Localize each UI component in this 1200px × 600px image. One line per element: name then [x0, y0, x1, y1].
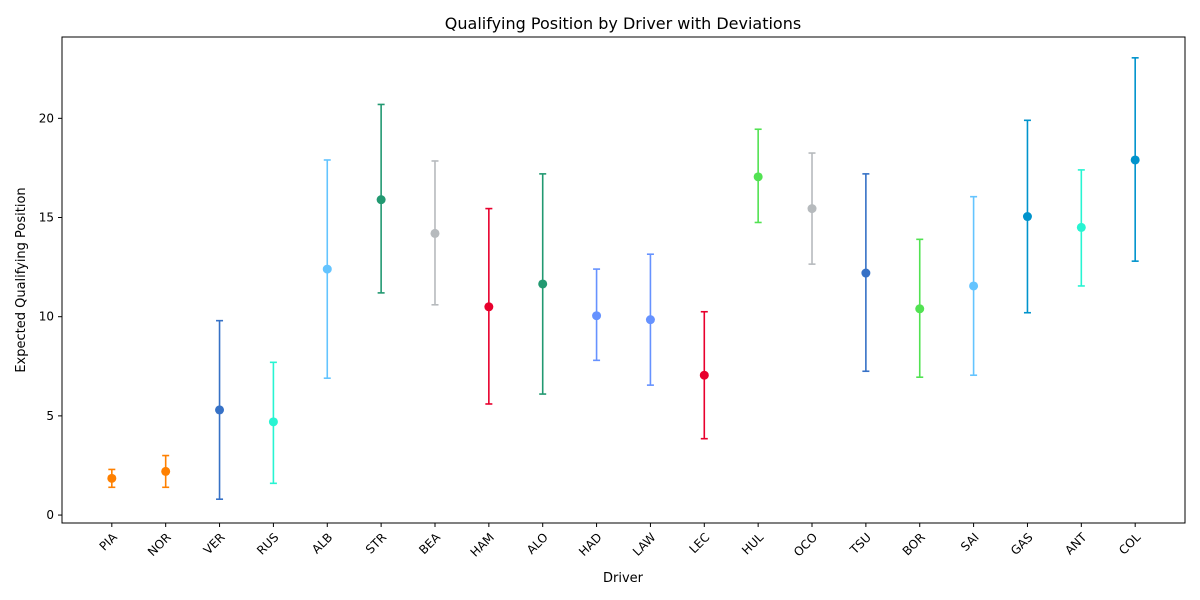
y-tick-label: 20	[39, 111, 54, 125]
x-tick-label: TSU	[847, 530, 874, 557]
x-tick-label: PIA	[97, 530, 121, 554]
x-tick-label: NOR	[145, 530, 174, 559]
x-tick-label: BEA	[416, 530, 443, 557]
y-tick-label: 10	[39, 310, 54, 324]
x-tick-label: HUL	[739, 530, 766, 557]
y-axis-ticks: 0 5 10 15 20	[39, 111, 62, 522]
data-point	[915, 304, 925, 314]
plot-frame	[61, 36, 1186, 524]
driver-point-group	[215, 319, 225, 500]
driver-point-group	[161, 454, 171, 489]
y-axis-label: Expected Qualifying Position	[14, 187, 29, 372]
x-tick-label: ALO	[524, 530, 551, 557]
x-tick-label: COL	[1116, 530, 1143, 557]
driver-point-group	[484, 207, 494, 405]
data-point	[1022, 212, 1032, 222]
driver-point-group	[268, 361, 278, 485]
driver-point-group	[861, 173, 871, 373]
driver-point-group	[645, 253, 655, 386]
x-tick-label: OCO	[791, 530, 820, 559]
data-point	[1130, 155, 1140, 165]
data-point	[861, 268, 871, 278]
x-tick-label: BOR	[900, 530, 928, 558]
driver-point-group	[322, 159, 332, 379]
driver-point-group	[699, 310, 709, 440]
x-tick-label: LAW	[630, 530, 659, 559]
data-point	[107, 473, 117, 483]
data-point	[699, 370, 709, 380]
x-axis-label: Driver	[603, 571, 644, 586]
driver-point-group	[1076, 169, 1086, 287]
driver-point-group	[753, 128, 763, 224]
x-tick-label: SAI	[958, 530, 982, 554]
y-tick-label: 0	[46, 508, 54, 522]
driver-point-group	[538, 173, 548, 395]
chart-marks	[107, 57, 1140, 500]
x-axis-ticks: PIA NOR VER RUS ALB STR BEA HAM ALO HAD LAW LEC HUL O…	[97, 523, 1144, 560]
driver-point-group	[107, 468, 117, 489]
driver-point-group	[430, 160, 440, 306]
driver-point-group	[592, 268, 602, 362]
data-point	[538, 279, 548, 289]
x-tick-label: ALB	[309, 530, 335, 556]
data-point	[645, 315, 655, 325]
x-tick-label: ANT	[1062, 530, 1090, 558]
data-point	[161, 466, 171, 476]
x-tick-label: VER	[201, 530, 228, 557]
x-tick-label: HAM	[468, 530, 497, 559]
x-tick-label: STR	[363, 530, 389, 556]
y-tick-label: 15	[39, 211, 54, 225]
driver-point-group	[915, 238, 925, 379]
driver-point-group	[1022, 119, 1032, 314]
driver-point-group	[807, 152, 817, 265]
data-point	[376, 195, 386, 205]
x-tick-label: RUS	[254, 530, 281, 557]
driver-point-group	[376, 103, 386, 294]
data-point	[215, 405, 225, 415]
data-point	[430, 228, 440, 238]
x-tick-label: HAD	[576, 530, 605, 559]
data-point	[753, 172, 763, 182]
driver-point-group	[969, 195, 979, 377]
data-point	[969, 281, 979, 291]
x-tick-label: LEC	[686, 530, 712, 556]
data-point	[1076, 222, 1086, 232]
data-point	[322, 264, 332, 274]
data-point	[484, 302, 494, 312]
data-point	[592, 311, 602, 321]
chart-title: Qualifying Position by Driver with Devia…	[445, 14, 801, 33]
data-point	[268, 417, 278, 427]
y-tick-label: 5	[46, 409, 54, 423]
x-tick-label: GAS	[1008, 530, 1036, 558]
driver-point-group	[1130, 57, 1140, 262]
data-point	[807, 204, 817, 214]
